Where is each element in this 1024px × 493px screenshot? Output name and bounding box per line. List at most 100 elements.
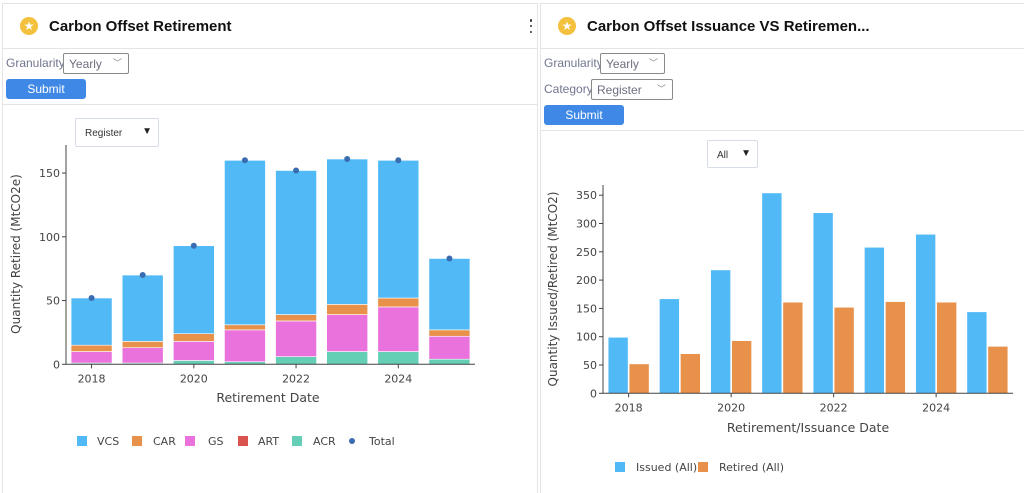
- register-dropdown-value: Register: [85, 128, 123, 139]
- legend-label: Total: [368, 435, 395, 448]
- legend-swatch-acr: [292, 436, 302, 446]
- bar-car-2023: [326, 304, 368, 315]
- header-divider: [541, 48, 1024, 49]
- total-point-2025: [446, 255, 453, 262]
- bar-acr-2025: [428, 358, 471, 365]
- category-select[interactable]: Register ﹀: [591, 79, 673, 100]
- bar-issued-2023: [864, 246, 885, 394]
- y-axis-title: Quantity Retired (MtCO2e): [9, 174, 23, 334]
- bar-car-2024: [377, 297, 420, 308]
- bar-gs-2019: [121, 347, 164, 364]
- bar-gs-2020: [173, 341, 215, 361]
- total-point-2023: [344, 156, 351, 163]
- dropdown-arrow-icon: ▼: [142, 126, 152, 137]
- bar-gs-2018: [70, 351, 113, 364]
- y-tick-label: 350: [576, 189, 597, 202]
- bar-retired-2018: [628, 363, 650, 394]
- submit-button[interactable]: Submit: [6, 79, 86, 99]
- legend-swatch-issued: [615, 462, 625, 472]
- bar-issued-2021: [761, 192, 783, 394]
- bar-car-2020: [173, 333, 215, 342]
- bar-acr-2022: [275, 356, 317, 365]
- register-dropdown[interactable]: Register ▼: [75, 118, 159, 147]
- bar-car-2022: [275, 314, 317, 322]
- submit-button[interactable]: Submit: [544, 105, 624, 125]
- retirement-stacked-bar-chart: 0 50 100 150 2018 2020 2022 2024 Retirement Date…: [9, 145, 475, 448]
- bar-car-2025: [428, 329, 471, 337]
- bar-gs-2025: [428, 335, 471, 360]
- total-point-2021: [241, 157, 248, 164]
- y-tick-label: 0: [53, 358, 60, 371]
- granularity-label: Granularity: [544, 56, 603, 70]
- legend-label: Issued (All): [636, 461, 697, 474]
- x-axis-title: Retirement Date: [216, 390, 320, 405]
- bar-vcs-2020: [173, 245, 215, 335]
- category-filter-value: All: [717, 150, 729, 161]
- y-tick-label: 50: [46, 295, 60, 308]
- legend-label: ACR: [313, 435, 336, 448]
- bar-retired-2021: [782, 301, 804, 394]
- y-tick-label: 300: [576, 217, 597, 230]
- bar-vcs-2019: [121, 274, 164, 342]
- star-icon[interactable]: ★: [558, 17, 576, 35]
- more-options-icon[interactable]: [528, 19, 534, 33]
- chevron-down-icon: ﹀: [112, 58, 122, 68]
- x-tick-label: 2024: [384, 372, 412, 385]
- y-tick-label: 250: [576, 246, 597, 259]
- bar-retired-2022: [833, 306, 855, 394]
- bar-vcs-2018: [70, 297, 113, 346]
- y-tick-label: 50: [583, 359, 597, 372]
- granularity-select[interactable]: Yearly ﹀: [63, 53, 129, 74]
- x-axis-title: Retirement/Issuance Date: [727, 420, 890, 435]
- bar-retired-2024: [936, 301, 957, 394]
- legend-label: CAR: [153, 435, 176, 448]
- legend-swatch-art: [238, 436, 248, 446]
- controls-divider: [541, 130, 1024, 131]
- legend-swatch-car: [132, 436, 142, 446]
- bar-vcs-2023: [326, 158, 368, 305]
- bar-retired-2020: [731, 340, 752, 394]
- panel-title: Carbon Offset Retirement: [49, 18, 232, 35]
- bar-acr-2024: [377, 351, 420, 365]
- controls-divider: [3, 104, 537, 105]
- y-tick-label: 100: [39, 231, 60, 244]
- chevron-down-icon: ﹀: [656, 84, 666, 94]
- bar-acr-2023: [326, 351, 368, 365]
- total-point-2022: [293, 167, 300, 174]
- issuance-vs-retirement-bar-chart: 0 50 100 150 200 250 300 350 2018 2020 2022 2024 Ret…: [546, 185, 1013, 474]
- x-tick-label: 2024: [922, 401, 950, 414]
- bar-car-2018: [70, 344, 113, 352]
- legend-swatch-retired: [698, 462, 708, 472]
- retirement-panel: ★ Carbon Offset Retirement Granularity Y…: [2, 3, 538, 493]
- granularity-select[interactable]: Yearly ﹀: [600, 53, 665, 74]
- total-point-2018: [88, 295, 95, 301]
- category-value: Register: [597, 83, 642, 97]
- legend-swatch-gs: [185, 436, 195, 446]
- star-icon[interactable]: ★: [20, 17, 38, 35]
- bar-issued-2019: [659, 298, 680, 394]
- bar-issued-2020: [710, 269, 731, 394]
- total-point-2019: [139, 272, 146, 279]
- x-tick-label: 2020: [180, 372, 208, 385]
- bar-gs-2024: [377, 306, 420, 352]
- panel-title: Carbon Offset Issuance VS Retiremen...: [587, 18, 870, 35]
- legend-swatch-vcs: [77, 436, 87, 446]
- bar-vcs-2025: [428, 258, 471, 331]
- y-tick-label: 100: [576, 331, 597, 344]
- x-tick-label: 2020: [717, 401, 745, 414]
- bar-vcs-2021: [224, 160, 266, 326]
- y-axis-title: Quantity Issued/Retired (MtCO2): [546, 192, 560, 387]
- category-filter-dropdown[interactable]: All ▼: [707, 140, 758, 168]
- granularity-value: Yearly: [69, 57, 102, 71]
- bar-vcs-2022: [275, 170, 317, 315]
- bar-retired-2023: [885, 301, 906, 394]
- x-tick-label: 2018: [78, 372, 106, 385]
- bar-issued-2022: [812, 212, 834, 394]
- x-tick-label: 2022: [820, 401, 848, 414]
- x-tick-label: 2018: [615, 401, 643, 414]
- bar-issued-2025: [966, 311, 988, 394]
- granularity-value: Yearly: [606, 57, 639, 71]
- legend-label: GS: [208, 435, 224, 448]
- chevron-down-icon: ﹀: [648, 58, 658, 68]
- bar-issued-2024: [915, 233, 936, 394]
